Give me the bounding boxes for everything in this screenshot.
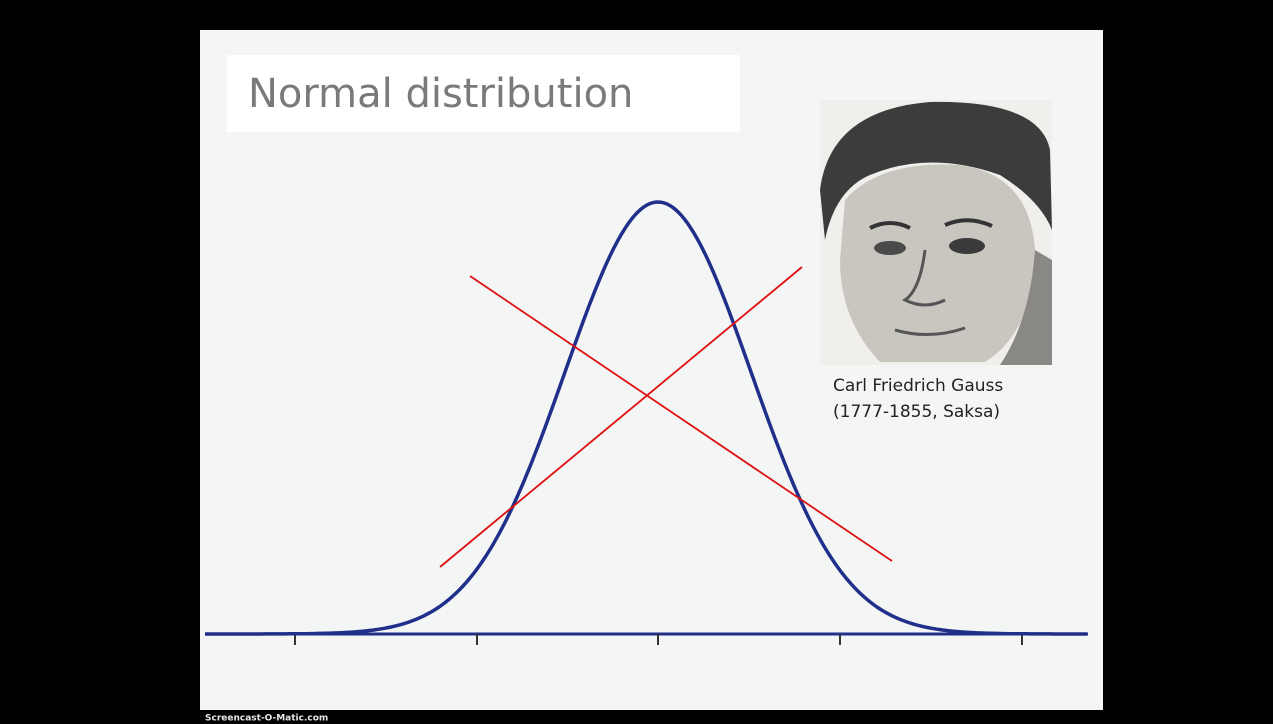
portrait-face [840,164,1035,362]
page: Normal distribution Carl Friedrich Gauss… [0,0,1273,724]
screen: Normal distribution Carl Friedrich Gauss… [0,0,1273,724]
watermark: Screencast-O-Matic.com [205,714,328,724]
caption-dates: (1777-1855, Saksa) [833,402,1000,422]
portrait [820,100,1052,365]
slide-title: Normal distribution [248,71,633,117]
portrait-eye [874,241,906,255]
portrait-eye [949,238,985,254]
caption-name: Carl Friedrich Gauss [833,376,1003,396]
